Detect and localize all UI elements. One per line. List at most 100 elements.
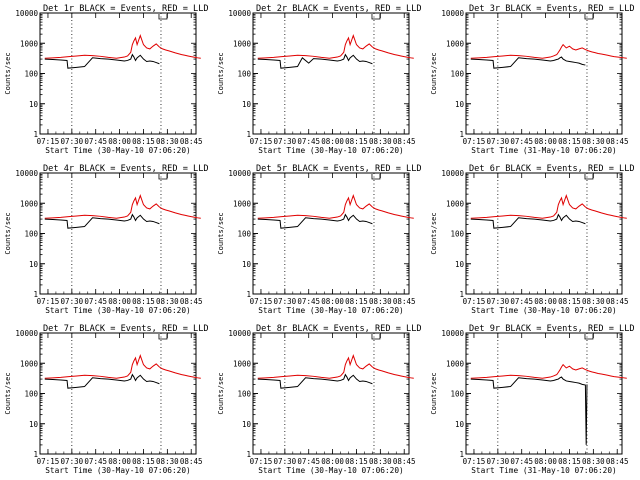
y-tick-label: 1 xyxy=(33,450,38,459)
y-tick-label: 10 xyxy=(455,100,465,109)
x-tick-label: 08:15 xyxy=(132,297,155,306)
y-tick-label: 1 xyxy=(459,290,464,299)
x-tick-label: 08:00 xyxy=(534,457,557,466)
x-tick-label: 08:15 xyxy=(558,137,581,146)
series-line-events xyxy=(44,373,160,389)
x-tick-label: 08:30 xyxy=(582,137,605,146)
x-tick-label: 08:15 xyxy=(132,457,155,466)
panel-title: Det 1r BLACK = Events, RED = LLD xyxy=(43,4,209,14)
x-tick-label: 07:45 xyxy=(84,457,107,466)
x-axis-label: Start Time (30-May-10 07:06:20) xyxy=(258,306,404,315)
y-tick-label: 100 xyxy=(450,390,464,399)
x-tick-label: 08:30 xyxy=(156,297,179,306)
x-tick-label: 07:15 xyxy=(37,297,60,306)
y-tick-label: 100 xyxy=(24,230,38,239)
panel-det-1: Det 1r BLACK = Events, RED = LLD 1 10 100 10… xyxy=(4,4,209,155)
x-axis-label: Start Time (30-May-10 07:06:20) xyxy=(45,306,191,315)
x-tick-label: 07:30 xyxy=(61,457,84,466)
x-tick-label: 08:30 xyxy=(156,457,179,466)
x-tick-label: 08:00 xyxy=(534,137,557,146)
series-line-lld xyxy=(44,194,201,219)
x-tick-label: 08:15 xyxy=(345,297,368,306)
x-tick-label: 07:30 xyxy=(61,137,84,146)
y-tick-label: 1 xyxy=(246,290,251,299)
x-tick-label: 08:15 xyxy=(558,297,581,306)
x-tick-label: 08:00 xyxy=(534,297,557,306)
x-tick-label: 07:15 xyxy=(250,457,273,466)
y-tick-label: 1000 xyxy=(233,359,252,368)
x-tick-label: 08:45 xyxy=(393,297,416,306)
y-tick-label: 10 xyxy=(242,260,252,269)
y-tick-label: 10 xyxy=(29,100,39,109)
x-tick-label: 07:30 xyxy=(274,457,297,466)
y-tick-label: 1000 xyxy=(20,199,39,208)
x-tick-label: 08:45 xyxy=(606,137,629,146)
series-line-events xyxy=(257,53,373,69)
x-axis-label: Start Time (31-May-10 07:06:20) xyxy=(471,146,617,155)
x-tick-label: 07:15 xyxy=(37,137,60,146)
y-axis-label: Counts/sec xyxy=(4,52,12,94)
x-tick-label: 08:30 xyxy=(156,137,179,146)
series-line-events xyxy=(470,56,586,69)
y-tick-label: 10000 xyxy=(441,169,464,178)
y-tick-label: 10 xyxy=(29,420,39,429)
panel-det-8: Det 8r BLACK = Events, RED = LLD 1 10 100 10… xyxy=(217,324,422,475)
y-tick-label: 10000 xyxy=(228,329,251,338)
marker-bracket xyxy=(158,174,168,180)
series-line-lld xyxy=(470,363,627,379)
x-tick-label: 07:45 xyxy=(510,137,533,146)
panel-det-5: Det 5r BLACK = Events, RED = LLD 1 10 100 10… xyxy=(217,164,422,315)
y-tick-label: 1000 xyxy=(446,359,465,368)
x-tick-label: 08:30 xyxy=(369,137,392,146)
panel-title: Det 3r BLACK = Events, RED = LLD xyxy=(469,4,635,14)
series-line-lld xyxy=(470,43,627,59)
panel-det-2: Det 2r BLACK = Events, RED = LLD 1 10 100 10… xyxy=(217,4,422,155)
y-axis-label: Counts/sec xyxy=(430,212,438,254)
x-tick-label: 07:45 xyxy=(510,457,533,466)
series-line-events xyxy=(470,213,586,229)
y-tick-label: 1000 xyxy=(233,39,252,48)
x-axis-label: Start Time (30-May-10 07:06:20) xyxy=(258,466,404,475)
marker-bracket xyxy=(584,174,594,180)
x-tick-label: 07:45 xyxy=(297,457,320,466)
x-tick-label: 07:15 xyxy=(250,297,273,306)
marker-bracket xyxy=(158,334,168,340)
y-axis-label: Counts/sec xyxy=(430,52,438,94)
x-tick-label: 07:45 xyxy=(84,297,107,306)
y-tick-label: 10 xyxy=(455,420,465,429)
x-tick-label: 07:30 xyxy=(487,137,510,146)
y-tick-label: 10 xyxy=(29,260,39,269)
marker-bracket xyxy=(584,334,594,340)
x-tick-label: 07:15 xyxy=(463,137,486,146)
y-tick-label: 1 xyxy=(33,130,38,139)
y-tick-label: 10000 xyxy=(15,169,38,178)
plot-frame xyxy=(39,172,197,295)
x-tick-label: 08:45 xyxy=(180,137,203,146)
series-line-events xyxy=(44,213,160,229)
y-tick-label: 1 xyxy=(33,290,38,299)
y-tick-label: 100 xyxy=(237,70,251,79)
x-tick-label: 08:45 xyxy=(606,297,629,306)
y-tick-label: 1 xyxy=(459,450,464,459)
x-tick-label: 07:15 xyxy=(250,137,273,146)
x-tick-label: 08:45 xyxy=(393,457,416,466)
series-line-lld xyxy=(470,194,627,219)
x-tick-label: 08:00 xyxy=(108,137,131,146)
y-tick-label: 1000 xyxy=(20,359,39,368)
x-tick-label: 08:30 xyxy=(369,297,392,306)
y-tick-label: 1000 xyxy=(233,199,252,208)
y-axis-label: Counts/sec xyxy=(217,372,225,414)
y-tick-label: 1 xyxy=(459,130,464,139)
x-tick-label: 07:15 xyxy=(463,457,486,466)
x-axis-label: Start Time (31-May-10 07:06:20) xyxy=(471,466,617,475)
y-tick-label: 10000 xyxy=(441,9,464,18)
y-axis-label: Counts/sec xyxy=(4,212,12,254)
y-tick-label: 10 xyxy=(242,100,252,109)
y-tick-label: 100 xyxy=(24,70,38,79)
x-tick-label: 08:00 xyxy=(321,457,344,466)
y-tick-label: 1 xyxy=(246,130,251,139)
x-tick-label: 07:45 xyxy=(510,297,533,306)
x-tick-label: 08:30 xyxy=(369,457,392,466)
x-tick-label: 08:30 xyxy=(582,297,605,306)
panel-title: Det 2r BLACK = Events, RED = LLD xyxy=(256,4,422,14)
